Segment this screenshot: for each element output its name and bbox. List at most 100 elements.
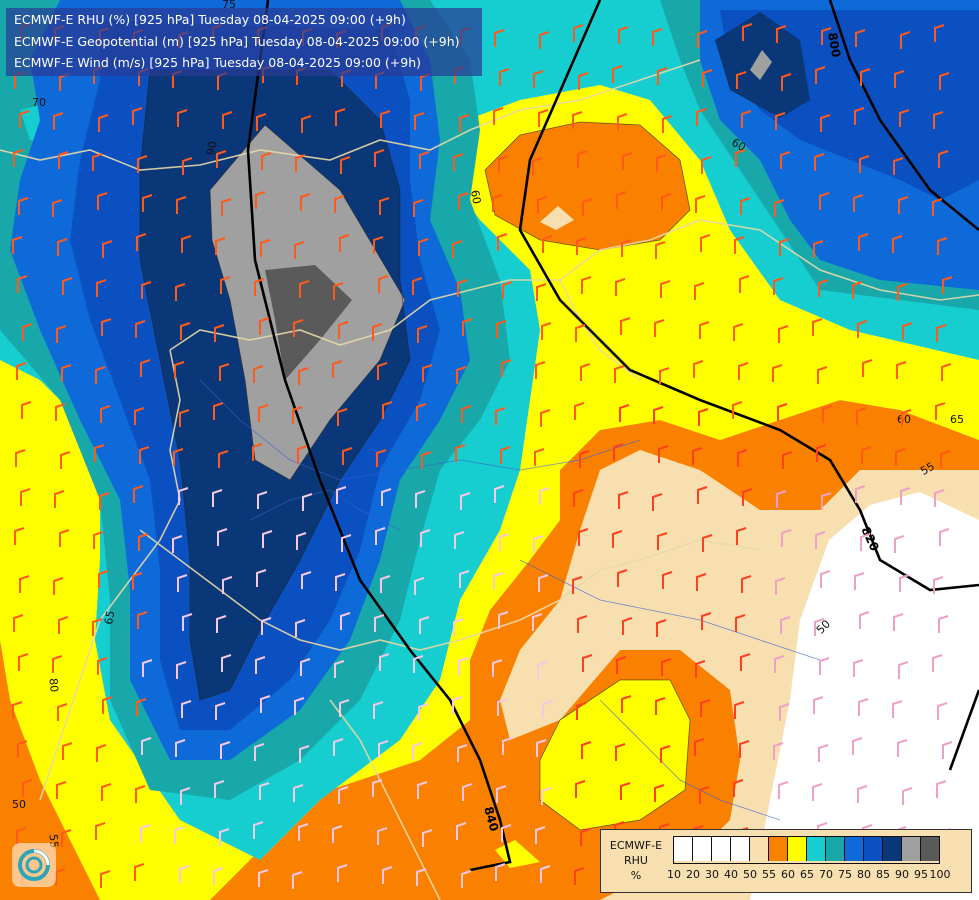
wind-barb xyxy=(380,110,391,128)
wind-barb xyxy=(299,280,310,298)
wind-barb xyxy=(142,194,153,212)
wind-barb xyxy=(702,534,713,552)
wind-barb xyxy=(379,653,390,671)
wind-barb xyxy=(892,235,903,253)
wind-barb xyxy=(580,363,591,381)
wind-barb xyxy=(733,779,744,797)
wind-barb xyxy=(141,281,152,299)
wind-barb xyxy=(897,283,908,301)
wind-barb xyxy=(812,783,823,801)
rhu-label: 90 xyxy=(204,140,219,156)
wind-barb xyxy=(501,359,512,377)
wind-barb xyxy=(939,72,950,90)
wind-barb xyxy=(701,156,712,174)
wind-barb xyxy=(95,822,106,840)
wind-barb xyxy=(492,194,503,212)
wind-barb xyxy=(933,111,944,129)
wind-barb xyxy=(938,615,949,633)
legend-swatch xyxy=(845,837,864,861)
legend-tick-label: 40 xyxy=(724,868,738,881)
wind-barb xyxy=(500,446,511,464)
wind-barb xyxy=(933,576,944,594)
wind-barb xyxy=(818,744,829,762)
wind-barb xyxy=(861,446,872,464)
wind-barb xyxy=(495,863,506,881)
wind-barb xyxy=(776,490,787,508)
wind-barb xyxy=(533,70,544,88)
legend-tick-label: 20 xyxy=(686,868,700,881)
wind-barb xyxy=(135,785,146,803)
wind-barb xyxy=(302,493,313,511)
wind-barb xyxy=(177,109,188,127)
rhu-label: 60 xyxy=(897,413,911,426)
wind-barb xyxy=(260,695,271,713)
wind-barb xyxy=(135,320,146,338)
wind-barb xyxy=(620,782,631,800)
wind-barb xyxy=(337,408,348,426)
wind-barb xyxy=(940,450,951,468)
wind-barb xyxy=(256,569,267,587)
wind-barb xyxy=(16,827,27,845)
wind-barb xyxy=(580,828,591,846)
wind-barb xyxy=(616,656,627,674)
wind-barb xyxy=(334,660,345,678)
legend-swatch xyxy=(883,837,902,861)
wind-barb xyxy=(902,787,913,805)
wind-barb xyxy=(61,364,72,382)
wind-barb xyxy=(697,486,708,504)
wind-barb xyxy=(575,324,586,342)
wind-barb xyxy=(377,827,388,845)
wind-barb xyxy=(574,867,585,885)
wind-barb xyxy=(457,279,468,297)
legend-tick-label: 60 xyxy=(781,868,795,881)
legend-swatch xyxy=(807,837,826,861)
wind-barb xyxy=(215,702,226,720)
wind-barb xyxy=(254,743,265,761)
wind-barb xyxy=(859,611,870,629)
wind-barb xyxy=(699,321,710,339)
wind-barb xyxy=(735,614,746,632)
wind-barb xyxy=(572,576,583,594)
wind-barb xyxy=(98,114,109,132)
wind-barb xyxy=(617,569,628,587)
wind-barb xyxy=(136,698,147,716)
wind-barb xyxy=(778,325,789,343)
wind-barb xyxy=(498,155,509,173)
legend-swatch xyxy=(693,837,712,861)
wind-barb xyxy=(578,528,589,546)
wind-barb xyxy=(494,485,505,503)
wind-barb xyxy=(335,573,346,591)
wind-barb xyxy=(858,698,869,716)
wind-barb xyxy=(532,157,543,175)
wind-barb xyxy=(538,574,549,592)
wind-barb xyxy=(92,618,103,636)
wind-barb xyxy=(296,532,307,550)
wind-barb xyxy=(582,198,593,216)
wind-barb xyxy=(939,528,950,546)
wind-barb xyxy=(421,451,432,469)
legend-swatch xyxy=(826,837,845,861)
legend-tick-label: 65 xyxy=(800,868,814,881)
wind-barb xyxy=(900,487,911,505)
wind-barb xyxy=(13,614,24,632)
wind-barb xyxy=(774,199,785,217)
wind-barb xyxy=(95,366,106,384)
wind-barb xyxy=(618,491,629,509)
wind-barb xyxy=(813,240,824,258)
wind-barb xyxy=(20,488,31,506)
wind-barb xyxy=(175,283,186,301)
wind-barb xyxy=(615,278,626,296)
wind-barb xyxy=(539,487,550,505)
wind-barb xyxy=(180,787,191,805)
wind-barb xyxy=(660,280,671,298)
legend-swatch xyxy=(712,837,731,861)
wind-barb xyxy=(857,320,868,338)
wind-barb xyxy=(736,71,747,89)
wind-barb xyxy=(98,570,109,588)
wind-barb xyxy=(213,402,224,420)
wind-barb xyxy=(214,780,225,798)
rhu-label: 65 xyxy=(950,413,964,426)
wind-barb xyxy=(412,277,423,295)
wind-barb xyxy=(453,618,464,636)
